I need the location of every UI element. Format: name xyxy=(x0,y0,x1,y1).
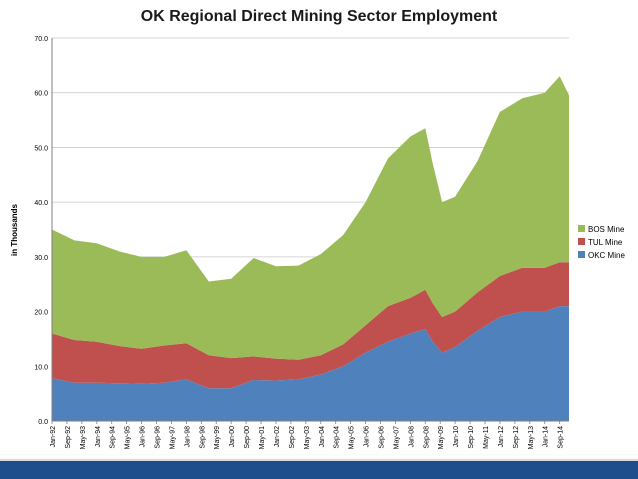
x-tick-label: Sep-98 xyxy=(199,426,206,449)
x-tick-label: May-09 xyxy=(438,426,445,449)
legend-label: OKC Mine xyxy=(588,251,625,260)
x-tick-label: Jan-94 xyxy=(95,426,102,448)
x-tick-label: May-11 xyxy=(483,426,490,449)
series-area xyxy=(52,76,569,360)
x-tick-label: Sep-06 xyxy=(378,426,385,449)
x-tick-label: Sep-04 xyxy=(334,426,341,449)
legend: BOS Mine TUL Mine OKC Mine xyxy=(578,225,625,260)
x-tick-label: Jan-14 xyxy=(543,426,550,448)
y-tick-label: 50.0 xyxy=(34,145,48,152)
x-tick-label: Sep-10 xyxy=(468,426,475,449)
series-area xyxy=(52,262,569,389)
x-tick-label: May-93 xyxy=(80,426,87,449)
y-tick-label: 30.0 xyxy=(34,255,48,262)
x-tick-label: Sep-92 xyxy=(65,426,72,449)
x-tick-label: Jan-92 xyxy=(50,426,57,448)
y-tick-label: 20.0 xyxy=(34,310,48,317)
y-tick-label: 10.0 xyxy=(34,364,48,371)
y-tick-label: 0.0 xyxy=(38,419,48,426)
y-tick-label: 60.0 xyxy=(34,91,48,98)
x-tick-label: Sep-96 xyxy=(155,426,162,449)
footer-bar xyxy=(0,461,638,479)
y-tick-label: 70.0 xyxy=(34,36,48,43)
x-tick-label: Jan-02 xyxy=(274,426,281,448)
x-tick-label: May-03 xyxy=(304,426,311,449)
x-tick-label: Jan-98 xyxy=(184,426,191,448)
x-tick-label: Sep-14 xyxy=(558,426,565,449)
x-tick-label: Jan-12 xyxy=(498,426,505,448)
x-tick-label: May-97 xyxy=(169,426,176,449)
legend-label: TUL Mine xyxy=(588,238,623,247)
y-axis-label: in Thousands xyxy=(10,203,19,256)
chart-title: OK Regional Direct Mining Sector Employm… xyxy=(140,8,498,25)
x-tick-label: Jan-10 xyxy=(453,426,460,448)
series-area xyxy=(52,306,569,421)
x-tick-label: Jan-04 xyxy=(319,426,326,448)
axes xyxy=(51,38,569,422)
x-tick-label: Jan-00 xyxy=(229,426,236,448)
legend-swatch xyxy=(578,238,585,245)
x-tick-label: May-05 xyxy=(349,426,356,449)
x-tick-label: Jan-08 xyxy=(408,426,415,448)
legend-swatch xyxy=(578,251,585,258)
x-tick-label: Sep-94 xyxy=(110,426,117,449)
x-tick-label: May-95 xyxy=(125,426,132,449)
x-tick-label: May-07 xyxy=(393,426,400,449)
x-tick-label: Sep-12 xyxy=(513,426,520,449)
x-tick-labels: Jan-92 Sep-92 May-93 Jan-94 Sep-94 May-95 Jan-… xyxy=(50,421,565,449)
y-tick-labels: 0.0 10.0 20.0 30.0 40.0 50.0 60.0 70.0 xyxy=(34,36,48,426)
legend-swatch xyxy=(578,225,585,232)
x-tick-label: Jan-96 xyxy=(140,426,147,448)
x-tick-label: May-01 xyxy=(259,426,266,449)
x-tick-label: Sep-02 xyxy=(289,426,296,449)
x-tick-label: Jan-06 xyxy=(364,426,371,448)
legend-label: BOS Mine xyxy=(588,225,625,234)
y-tick-label: 40.0 xyxy=(34,200,48,207)
x-tick-label: May-13 xyxy=(528,426,535,449)
x-tick-label: May-99 xyxy=(214,426,221,449)
footer-divider xyxy=(0,459,638,461)
x-tick-label: Sep-08 xyxy=(423,426,430,449)
x-tick-label: Sep-00 xyxy=(244,426,251,449)
area-series xyxy=(52,76,569,421)
